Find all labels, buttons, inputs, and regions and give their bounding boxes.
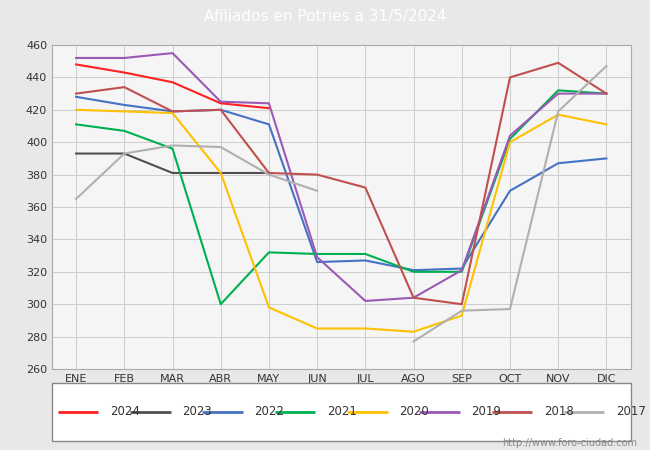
Text: 2017: 2017 — [616, 405, 646, 418]
Text: 2018: 2018 — [544, 405, 573, 418]
Text: 2022: 2022 — [255, 405, 284, 418]
Text: http://www.foro-ciudad.com: http://www.foro-ciudad.com — [502, 438, 637, 448]
Text: 2021: 2021 — [327, 405, 357, 418]
Text: 2024: 2024 — [110, 405, 140, 418]
FancyBboxPatch shape — [52, 382, 630, 441]
Text: 2019: 2019 — [471, 405, 501, 418]
Text: 2020: 2020 — [399, 405, 429, 418]
Text: 2023: 2023 — [182, 405, 212, 418]
Text: Afiliados en Potries a 31/5/2024: Afiliados en Potries a 31/5/2024 — [203, 9, 447, 24]
